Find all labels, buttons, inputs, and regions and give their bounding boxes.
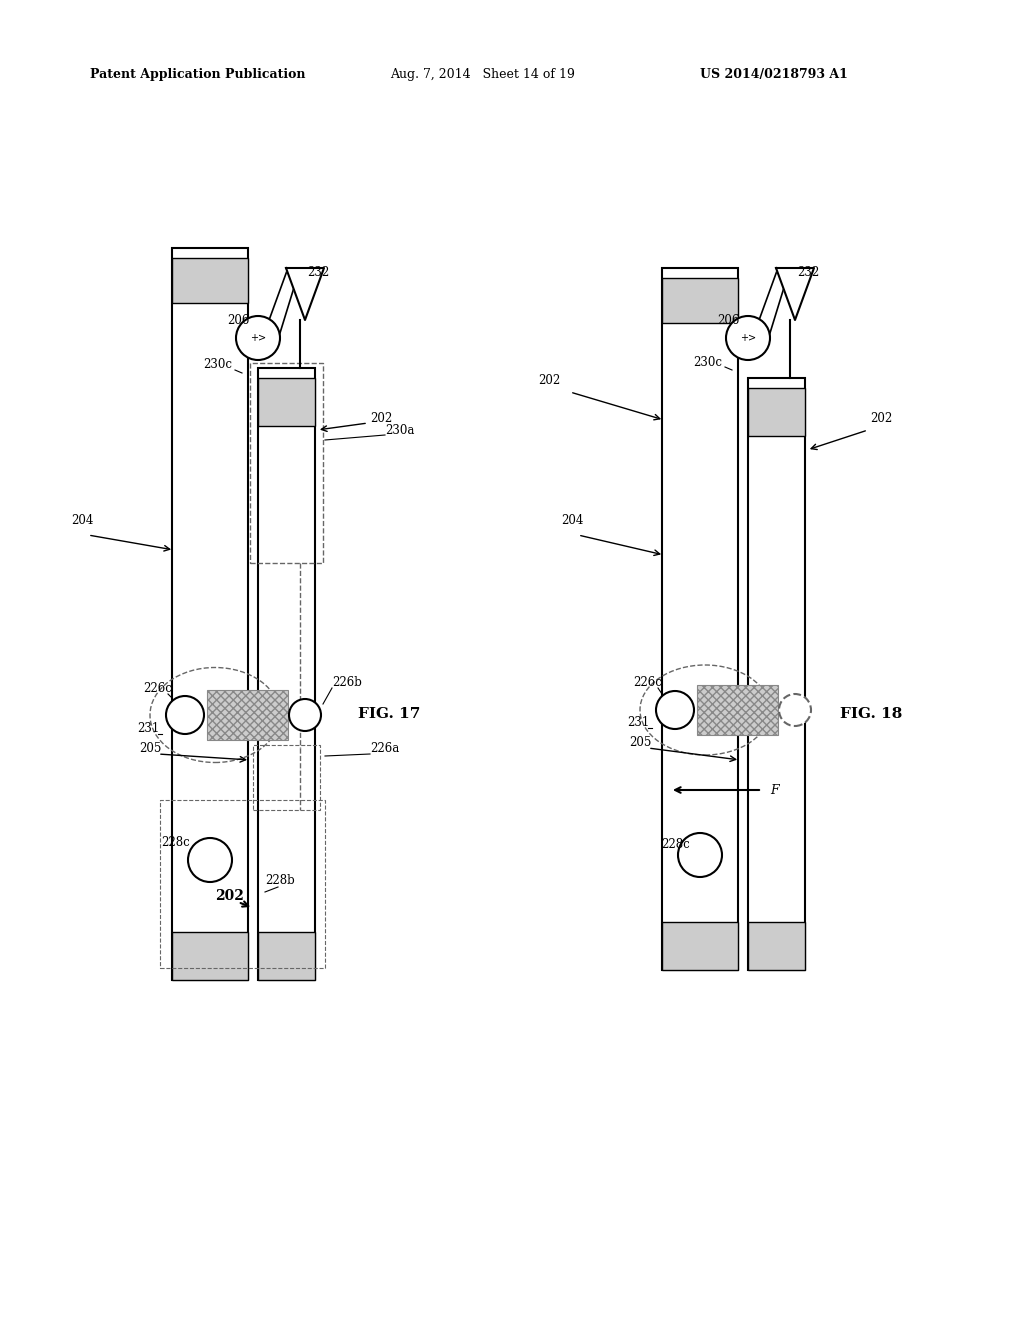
Text: 230c: 230c [204, 359, 232, 371]
Bar [662, 268, 738, 970]
Circle shape [166, 696, 204, 734]
Bar [172, 932, 248, 979]
Bar [172, 257, 248, 304]
Bar [258, 378, 315, 426]
Text: 226b: 226b [332, 676, 361, 689]
Text: 228b: 228b [265, 874, 295, 887]
Text: 230c: 230c [693, 355, 723, 368]
Text: 226c: 226c [143, 681, 172, 694]
Text: Aug. 7, 2014   Sheet 14 of 19: Aug. 7, 2014 Sheet 14 of 19 [390, 69, 574, 81]
Text: 231: 231 [627, 715, 649, 729]
Bar [160, 800, 325, 968]
Bar [253, 744, 319, 810]
Text: 202: 202 [216, 888, 245, 903]
Text: 232: 232 [307, 265, 329, 279]
Text: 202: 202 [870, 412, 892, 425]
Text: +>: +> [740, 333, 756, 343]
Circle shape [726, 315, 770, 360]
Text: 205: 205 [139, 742, 161, 755]
Circle shape [188, 838, 232, 882]
Text: +>: +> [250, 333, 266, 343]
Text: 228c: 228c [161, 836, 190, 849]
Text: 232: 232 [797, 265, 819, 279]
Bar [662, 279, 738, 323]
Bar [250, 363, 323, 564]
Bar [207, 690, 288, 741]
Text: 226c: 226c [634, 676, 663, 689]
Text: Patent Application Publication: Patent Application Publication [90, 69, 305, 81]
Text: 230a: 230a [385, 424, 415, 437]
Text: 204: 204 [561, 513, 584, 527]
Polygon shape [776, 268, 814, 319]
Bar [172, 248, 248, 979]
Circle shape [289, 700, 321, 731]
Text: 206: 206 [717, 314, 739, 326]
Bar [258, 368, 315, 979]
Polygon shape [286, 268, 324, 319]
Bar [748, 921, 805, 970]
Circle shape [236, 315, 280, 360]
Text: 204: 204 [71, 513, 93, 527]
Text: 226a: 226a [370, 742, 399, 755]
Bar [748, 378, 805, 970]
Circle shape [656, 690, 694, 729]
Text: US 2014/0218793 A1: US 2014/0218793 A1 [700, 69, 848, 81]
Text: 231: 231 [137, 722, 159, 734]
Circle shape [678, 833, 722, 876]
Text: 202: 202 [370, 412, 392, 425]
Text: FIG. 18: FIG. 18 [840, 708, 902, 721]
Bar [258, 932, 315, 979]
Circle shape [779, 694, 811, 726]
Text: 205: 205 [629, 735, 651, 748]
Text: FIG. 17: FIG. 17 [358, 708, 421, 721]
Bar [662, 921, 738, 970]
Text: 228c: 228c [662, 838, 690, 851]
Text: 202: 202 [538, 374, 560, 387]
Text: F: F [770, 784, 778, 796]
Bar [697, 685, 778, 735]
Text: 206: 206 [226, 314, 249, 326]
Bar [748, 388, 805, 436]
